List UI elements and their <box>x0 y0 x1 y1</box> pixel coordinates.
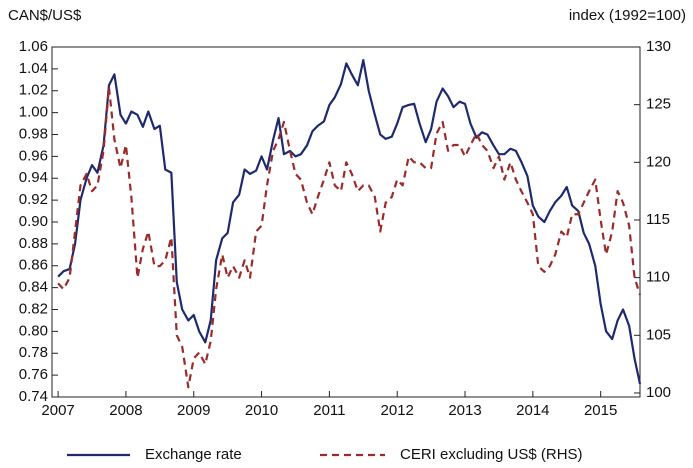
y-tick-label: 1.00 <box>19 104 48 121</box>
y-tick-label: 0.88 <box>19 235 48 252</box>
x-tick-label: 2008 <box>109 402 142 419</box>
y-tick-label: 1.06 <box>19 38 48 55</box>
x-tick-label: 2011 <box>313 402 345 419</box>
x-tick-label: 2015 <box>584 402 617 419</box>
x-tick-label: 2010 <box>245 402 278 419</box>
y2-tick-label: 120 <box>646 153 671 170</box>
x-tick-label: 2012 <box>381 402 414 419</box>
y-tick-label: 0.86 <box>19 257 48 274</box>
x-tick-label: 2007 <box>41 402 74 419</box>
y-tick-label: 0.90 <box>19 213 48 230</box>
y2-tick-label: 130 <box>646 38 671 55</box>
y2-axis-label: index (1992=100) <box>569 7 686 24</box>
legend-label: Exchange rate <box>145 446 242 463</box>
series-line <box>57 86 642 389</box>
y-axis-label: CAN$/US$ <box>8 7 82 24</box>
y2-tick-label: 125 <box>646 96 671 113</box>
x-tick-label: 2009 <box>177 402 210 419</box>
y-tick-label: 1.04 <box>19 60 48 77</box>
x-tick-label: 2013 <box>448 402 481 419</box>
y-tick-label: 0.82 <box>19 300 48 317</box>
y-tick-label: 0.76 <box>19 366 48 383</box>
y2-tick-label: 100 <box>646 384 671 401</box>
legend-label: CERI excluding US$ (RHS) <box>400 446 583 463</box>
y-tick-label: 1.02 <box>19 82 48 99</box>
x-tick-label: 2014 <box>516 402 549 419</box>
plot-frame <box>51 46 641 398</box>
y-tick-label: 0.78 <box>19 344 48 361</box>
y2-tick-label: 115 <box>646 211 670 228</box>
y-tick-label: 0.84 <box>19 279 48 296</box>
y2-tick-label: 110 <box>646 269 670 286</box>
y-tick-label: 0.94 <box>19 169 48 186</box>
y-tick-label: 0.74 <box>19 388 48 405</box>
y-tick-label: 0.96 <box>19 147 48 164</box>
y-tick-label: 0.80 <box>19 322 48 339</box>
series-line <box>57 59 642 385</box>
y-tick-label: 0.92 <box>19 191 48 208</box>
y2-tick-label: 105 <box>646 326 671 343</box>
y-tick-label: 0.98 <box>19 125 48 142</box>
